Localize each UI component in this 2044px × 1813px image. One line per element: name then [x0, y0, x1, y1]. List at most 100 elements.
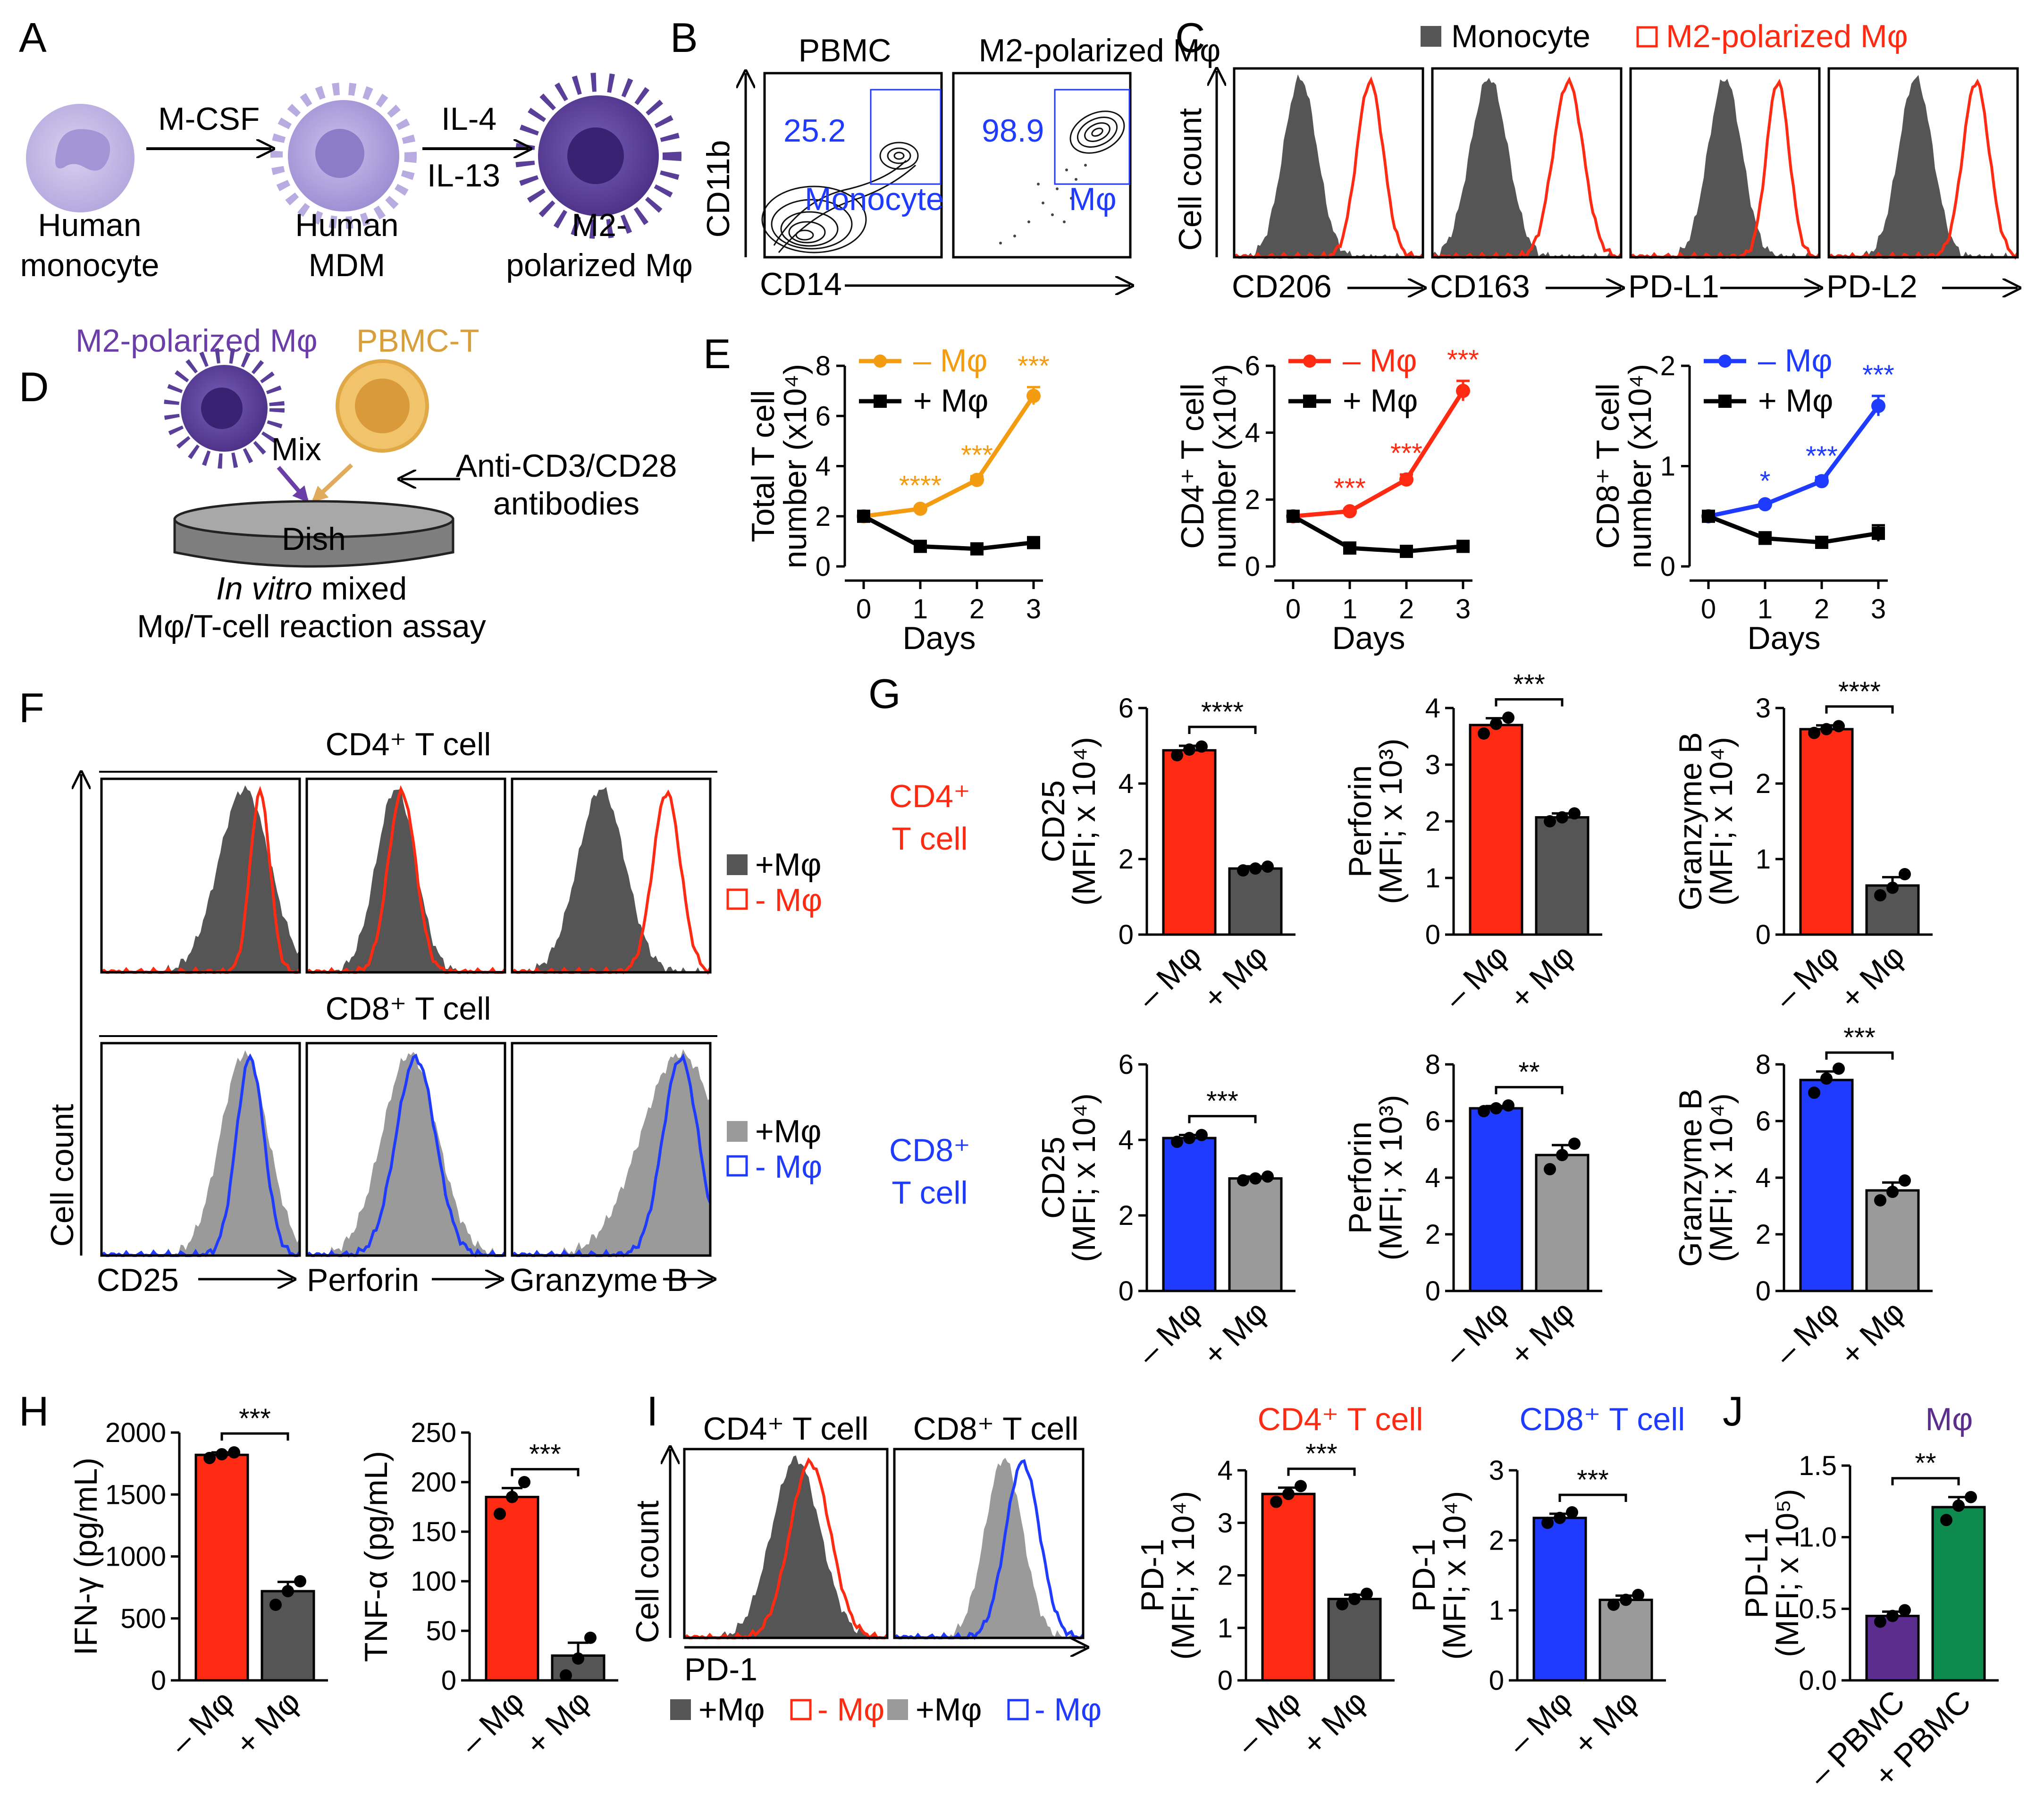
bar-sig-G3: ****: [1838, 676, 1881, 707]
d-t-cell: [336, 359, 429, 453]
e-point-1-0-3: [1456, 384, 1470, 398]
bar-point-G6-1-0: [1874, 1194, 1886, 1206]
f-hist-cd8-0: [100, 1042, 301, 1257]
bar-xlabel-I2-0: – Mφ: [1501, 1684, 1579, 1762]
bar-point-G5-1-2: [1568, 1138, 1581, 1150]
bar-xlabel-I2-1: + Mφ: [1566, 1684, 1645, 1762]
bar-point-G4-1-2: [1262, 1170, 1274, 1183]
bar-ytick-label-G6-4: 8: [1756, 1049, 1771, 1080]
bar-I1-0: [1261, 1493, 1316, 1682]
bar-I2-1: [1598, 1598, 1653, 1682]
b-gate-label-mphi: Mφ: [1069, 181, 1117, 217]
bar-xlabel-G1-1: + Mφ: [1196, 938, 1274, 1016]
f-hist-cd8-2-frame: [511, 1042, 712, 1257]
e-ylabel-2-2: number (x10⁴): [1622, 364, 1658, 569]
e-point-1-1-1: [1343, 541, 1356, 555]
bar-ytick-label-G6-1: 2: [1756, 1219, 1771, 1250]
e-ylabel-2-0: number (x10⁴): [777, 364, 813, 569]
e-xtick-label-0-1: 1: [913, 594, 928, 624]
bar-G3-0: [1799, 728, 1854, 936]
panel-letters: A B C D E F G H I J: [19, 14, 1743, 1434]
bar-ytick-label-I1-4: 4: [1218, 1455, 1233, 1486]
e-series-line-1-1: [1292, 514, 1464, 554]
bar-sig-bracket-H1: [220, 1432, 289, 1441]
e-point-2-1-0: [1702, 509, 1715, 523]
f-hist-cd4-1-filled: [307, 788, 505, 972]
panel-letter-f: F: [19, 684, 44, 731]
bar-G1-0: [1162, 749, 1217, 936]
e-sig-1-2: ***: [1390, 438, 1422, 469]
bar-ytick-label-I2-0: 0: [1489, 1665, 1504, 1696]
bar-point-J1-1-1: [1952, 1499, 1965, 1512]
bar-sig-H2: ***: [529, 1439, 561, 1470]
e-series-line-2-1: [1708, 514, 1879, 545]
e-legend-marker-1-2: [1718, 395, 1732, 408]
bar-point-G5-1-0: [1544, 1163, 1556, 1175]
panel-b: PBMC M2-polarized Mφ 25.2 Monocyte 98.9 …: [700, 33, 1220, 302]
panel-letter-a: A: [19, 14, 47, 61]
bar-point-G2-0-2: [1502, 711, 1514, 724]
e-xtick-label-0-2: 2: [969, 594, 984, 624]
c-xlabel-2: PD-L1: [1628, 269, 1719, 304]
f-legend-cd4-plus: +Mφ: [755, 847, 821, 883]
bar-point-G1-1-2: [1262, 860, 1274, 873]
bar-point-I2-0-2: [1566, 1506, 1578, 1518]
bar-ylabel-1-G2: Perforin: [1342, 765, 1378, 877]
bar-ytick-label-G6-3: 6: [1756, 1106, 1771, 1137]
bar-ytick-label-J1-0: 0.0: [1799, 1665, 1837, 1696]
bar-ylabel-1-G6: Granzyme B: [1673, 1088, 1708, 1267]
bar-sig-bracket-G3: [1825, 705, 1894, 714]
bar-ytick-label-I2-3: 3: [1489, 1455, 1504, 1486]
j-title: Mφ: [1926, 1401, 1973, 1437]
i-hist-cd8-filled: [894, 1458, 1083, 1638]
bar-ytick-label-H1-4: 2000: [105, 1417, 166, 1448]
e-legend-label-1-2: + Mφ: [1758, 383, 1833, 419]
bar-xlabel-G5-1: + Mφ: [1503, 1294, 1581, 1373]
bar-G1-1: [1228, 867, 1283, 936]
c-hist-1: [1431, 67, 1623, 259]
e-point-0-0-3: [1026, 388, 1041, 403]
e-ytick-label-1-2: 4: [1245, 418, 1260, 448]
i-legend-4: - Mφ: [1035, 1692, 1102, 1728]
f-histograms: [100, 777, 712, 1257]
bar-ytick-label-I1-1: 1: [1218, 1613, 1233, 1644]
bar-point-I1-1-2: [1361, 1587, 1373, 1600]
d-dish-label: Dish: [282, 521, 346, 557]
bar-ytick-label-G3-0: 0: [1756, 919, 1771, 950]
bar-sig-H1: ***: [239, 1403, 271, 1434]
panel-letter-h: H: [19, 1388, 49, 1434]
c-hist-3-frame: [1827, 67, 2019, 259]
e-xtick-label-0-0: 0: [856, 594, 871, 624]
c-hist-2: [1629, 67, 1821, 259]
e-ytick-label-0-1: 2: [816, 501, 831, 532]
f-hist-cd4-2: [511, 777, 712, 975]
bar-ytick-label-G2-3: 3: [1425, 750, 1440, 780]
bar-ylabel-2-G4: (MFI; x 10⁴): [1066, 1093, 1102, 1262]
bar-xlabel-G4-0: – Mφ: [1131, 1294, 1209, 1372]
label-human-monocyte-2: monocyte: [20, 247, 160, 283]
bar-point-H1-1-1: [282, 1585, 294, 1597]
c-hist-3-filled: [1829, 75, 2018, 257]
bar-point-I1-1-1: [1348, 1593, 1361, 1605]
bar-point-I2-1-2: [1632, 1589, 1644, 1602]
b-contours-pbmc: [761, 142, 919, 253]
c-legend-monocyte: Monocyte: [1451, 18, 1590, 54]
d-antibodies-1: Anti-CD3/CD28: [456, 448, 677, 484]
b-ylabel: CD11b: [700, 140, 736, 238]
bar-point-J1-1-2: [1965, 1491, 1977, 1503]
panel-letter-d: D: [19, 363, 49, 410]
e-ylabel-1-2: CD8⁺ T cell: [1590, 383, 1626, 549]
f-hist-cd4-0: [100, 777, 301, 974]
bar-J1-1: [1931, 1506, 1986, 1682]
bar-I2-0: [1532, 1517, 1587, 1682]
bar-point-H2-1-2: [584, 1631, 597, 1644]
i-bar-title-cd4: CD4⁺ T cell: [1258, 1401, 1423, 1437]
bar-ylabel-1-I2: PD-1: [1406, 1539, 1442, 1612]
panel-letter-g: G: [868, 670, 900, 717]
label-il4: IL-4: [441, 101, 496, 137]
bar-point-G1-1-1: [1249, 862, 1262, 875]
bar-ytick-label-H1-2: 1000: [105, 1542, 166, 1572]
bar-xlabel-G3-0: – Mφ: [1768, 938, 1846, 1016]
e-point-2-0-2: [1815, 474, 1829, 489]
